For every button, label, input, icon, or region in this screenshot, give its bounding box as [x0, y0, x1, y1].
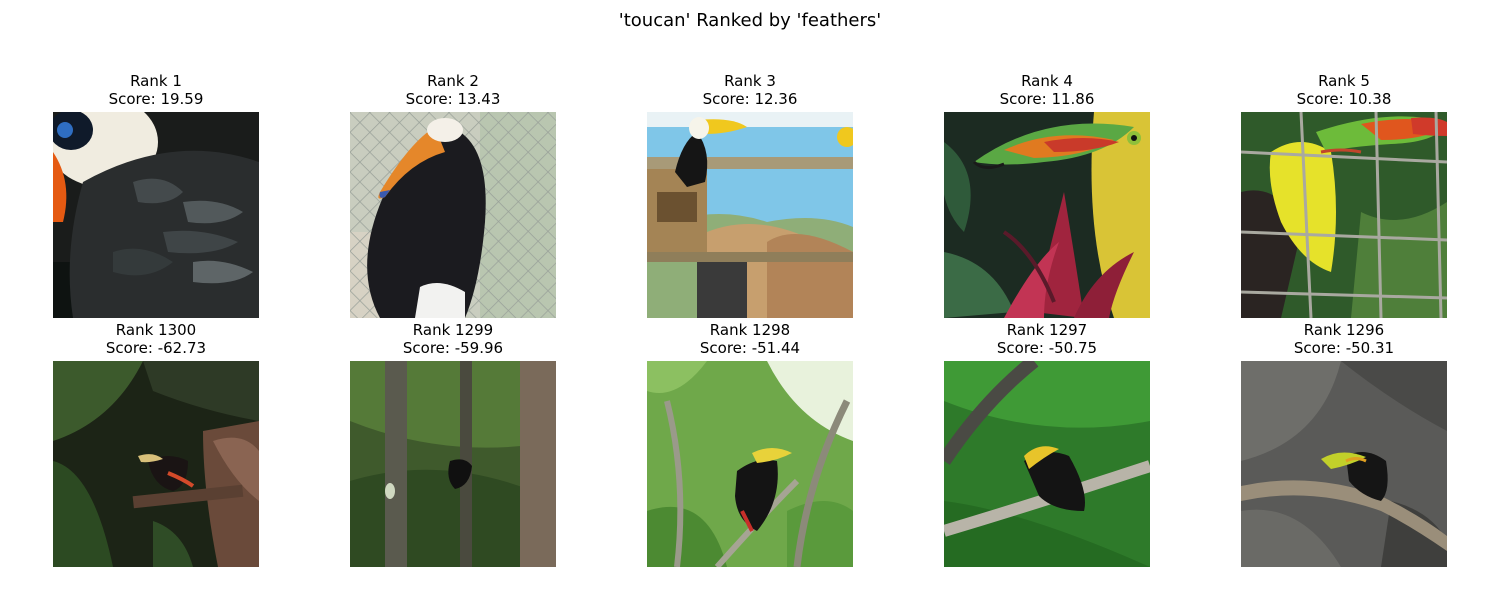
rank-label: Rank 3 — [724, 72, 776, 90]
thumbnail-image — [944, 112, 1150, 318]
result-cell-bottom-3: Rank 1298 Score: -51.44 — [647, 321, 853, 567]
thumbnail-image — [944, 361, 1150, 567]
score-label: Score: 11.86 — [999, 90, 1095, 108]
rank-label: Rank 2 — [427, 72, 479, 90]
score-label: Score: -51.44 — [699, 339, 801, 357]
score-label: Score: -59.96 — [402, 339, 504, 357]
rank-label: Rank 1297 — [1006, 321, 1088, 339]
rank-label: Rank 1299 — [412, 321, 494, 339]
thumbnail-image — [350, 361, 556, 567]
rank-label: Rank 1 — [130, 72, 182, 90]
thumbnail-image — [647, 361, 853, 567]
result-cell-top-3: Rank 3 Score: 12.36 — [647, 72, 853, 318]
rank-label: Rank 1298 — [709, 321, 791, 339]
score-label: Score: -50.75 — [996, 339, 1098, 357]
result-cell-bottom-5: Rank 1296 Score: -50.31 — [1241, 321, 1447, 567]
score-label: Score: 12.36 — [702, 90, 798, 108]
result-cell-bottom-4: Rank 1297 Score: -50.75 — [944, 321, 1150, 567]
rank-label: Rank 1300 — [115, 321, 197, 339]
result-cell-top-2: Rank 2 Score: 13.43 — [350, 72, 556, 318]
thumbnail-image — [1241, 112, 1447, 318]
rank-label: Rank 4 — [1021, 72, 1073, 90]
result-cell-bottom-1: Rank 1300 Score: -62.73 — [53, 321, 259, 567]
result-cell-bottom-2: Rank 1299 Score: -59.96 — [350, 321, 556, 567]
result-cell-top-5: Rank 5 Score: 10.38 — [1241, 72, 1447, 318]
thumbnail-image — [53, 112, 259, 318]
rank-label: Rank 5 — [1318, 72, 1370, 90]
score-label: Score: -62.73 — [105, 339, 207, 357]
thumbnail-image — [647, 112, 853, 318]
result-cell-top-4: Rank 4 Score: 11.86 — [944, 72, 1150, 318]
figure-title: 'toucan' Ranked by 'feathers' — [618, 10, 882, 31]
thumbnail-image — [1241, 361, 1447, 567]
thumbnail-image — [53, 361, 259, 567]
score-label: Score: 13.43 — [405, 90, 501, 108]
score-label: Score: 10.38 — [1296, 90, 1392, 108]
result-cell-top-1: Rank 1 Score: 19.59 — [53, 72, 259, 318]
thumbnail-image — [350, 112, 556, 318]
rank-label: Rank 1296 — [1303, 321, 1385, 339]
score-label: Score: -50.31 — [1293, 339, 1395, 357]
score-label: Score: 19.59 — [108, 90, 204, 108]
